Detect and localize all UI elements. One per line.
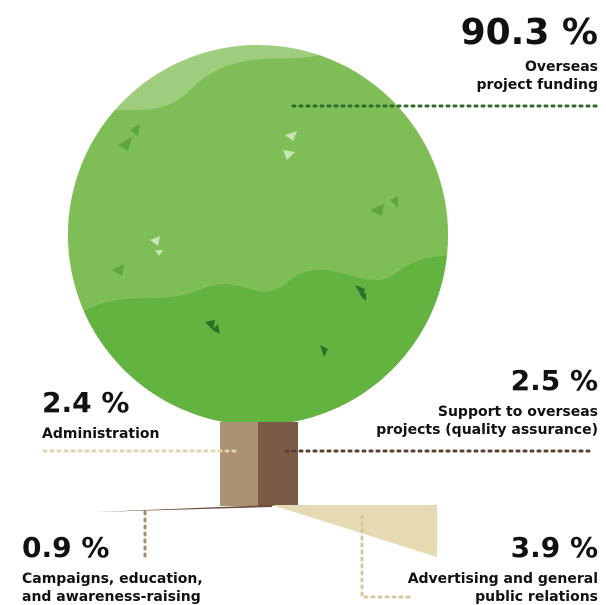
category-label: Advertising and general [408,571,598,587]
value-label: 2.4 % [42,386,129,419]
category-label: projects (quality assurance) [376,422,598,438]
value-label: 90.3 % [461,12,598,53]
root-advertising [272,505,437,557]
category-label: public relations [475,589,598,605]
value-label: 2.5 % [511,364,598,397]
category-label: Administration [42,426,159,442]
value-label: 3.9 % [511,531,598,564]
category-label: Support to overseas [438,404,598,420]
category-label: project funding [476,77,598,93]
tree-canopy [68,45,448,425]
tree-trunk [220,422,298,506]
root-campaigns [95,505,272,512]
category-label: and awareness-raising [22,589,201,605]
labels: 90.3 % Overseas project funding 2.5 % Suppor… [22,12,598,605]
category-label: Campaigns, education, [22,571,203,587]
value-label: 0.9 % [22,531,109,564]
leader-lines [42,104,600,599]
category-label: Overseas [525,59,598,75]
